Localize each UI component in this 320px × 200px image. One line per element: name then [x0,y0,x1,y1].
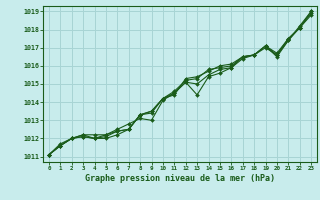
X-axis label: Graphe pression niveau de la mer (hPa): Graphe pression niveau de la mer (hPa) [85,174,275,183]
